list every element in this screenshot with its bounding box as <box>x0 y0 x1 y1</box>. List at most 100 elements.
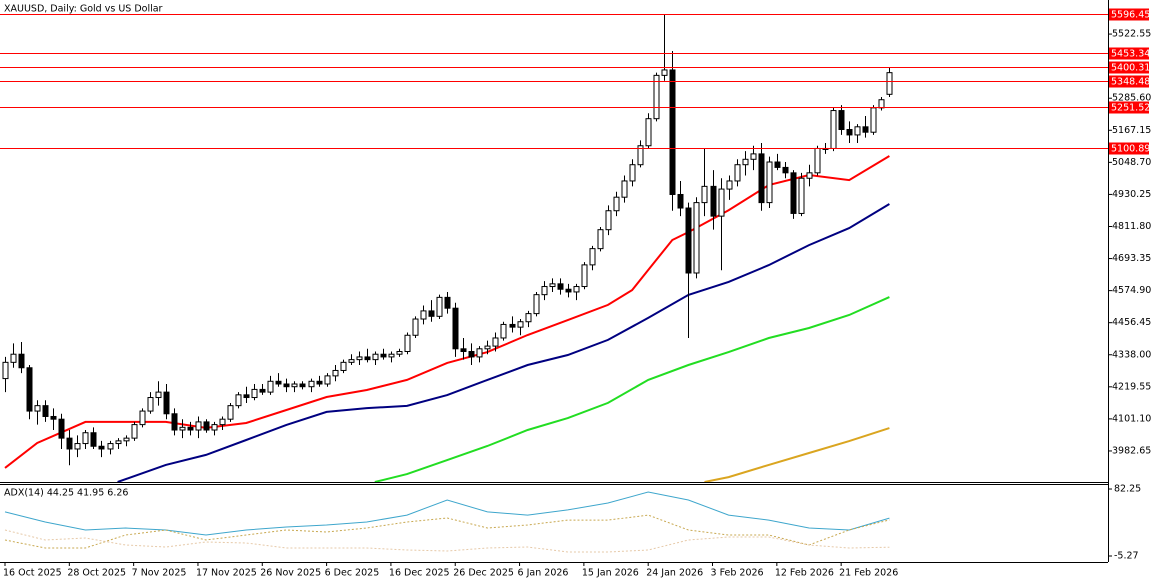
candle-body <box>846 129 853 136</box>
candle-body <box>710 185 717 217</box>
price-pane <box>0 14 1108 482</box>
candle-body <box>468 351 475 358</box>
y-tick-label: 4811.80 <box>1112 221 1151 232</box>
candle-body <box>299 383 306 388</box>
candle-body <box>806 172 813 179</box>
candle-body <box>332 369 339 377</box>
candle-body <box>669 69 676 195</box>
candle-body <box>500 323 507 339</box>
y-tick-label: 4338.00 <box>1112 349 1151 360</box>
candle-body <box>605 210 612 231</box>
candle-body <box>782 166 789 174</box>
candle-body <box>460 348 467 353</box>
y-tick-label: 5522.55 <box>1112 29 1151 40</box>
candle-body <box>243 394 250 399</box>
candle-body <box>388 353 395 358</box>
candle-body <box>726 180 733 190</box>
x-tick-label: 12 Feb 2026 <box>775 568 834 579</box>
candle-body <box>291 383 298 388</box>
candle-body <box>308 380 315 388</box>
candle-body <box>163 391 170 415</box>
candle-body <box>701 185 708 204</box>
candle-body <box>316 380 323 385</box>
candle-body <box>123 437 130 442</box>
candle-body <box>533 294 540 315</box>
candle-body <box>629 164 636 182</box>
candle-body <box>870 107 877 133</box>
candle-body <box>58 418 65 439</box>
y-tick-label: 5048.70 <box>1112 157 1151 168</box>
candle-body <box>854 126 861 136</box>
candle-body <box>420 310 427 320</box>
chart-title: XAUUSD, Daily: Gold vs US Dollar <box>4 4 163 15</box>
candle-body <box>830 110 837 149</box>
candle-body <box>557 283 564 290</box>
candle-body <box>677 193 684 209</box>
x-tick-label: 15 Jan 2026 <box>582 568 639 579</box>
candle-body <box>509 323 516 328</box>
candle-body <box>693 202 700 274</box>
candle-body <box>685 207 692 274</box>
candle-body <box>74 443 81 450</box>
candle-body <box>476 348 483 358</box>
candle-body <box>50 415 57 420</box>
candle-body <box>179 426 186 431</box>
candle-body <box>187 426 194 431</box>
candle-body <box>18 353 25 369</box>
moving-average <box>374 296 890 482</box>
x-tick-label: 21 Feb 2026 <box>839 568 898 579</box>
x-tick-label: 3 Feb 2026 <box>711 568 764 579</box>
moving-average <box>117 203 890 482</box>
y-tick-label: 4101.10 <box>1112 413 1151 424</box>
candle-body <box>428 310 435 317</box>
candle-body <box>90 432 97 447</box>
candle-body <box>734 164 741 182</box>
level-label: 5596.45 <box>1111 10 1150 21</box>
candle-body <box>436 296 443 317</box>
candle-body <box>862 126 869 133</box>
candle-body <box>525 313 532 323</box>
x-tick-label: 28 Oct 2025 <box>67 568 126 579</box>
candle-body <box>750 153 757 160</box>
x-tick-label: 6 Dec 2025 <box>325 568 380 579</box>
candle-body <box>211 424 218 431</box>
level-label-box <box>1109 75 1149 88</box>
candle-body <box>356 356 363 361</box>
candle-body <box>396 351 403 355</box>
candle-body <box>790 172 797 214</box>
candle-body <box>324 375 331 385</box>
level-label: 5251.52 <box>1111 103 1150 114</box>
candle-body <box>235 394 242 407</box>
y-tick-label: 4574.90 <box>1112 285 1151 296</box>
y-tick-label: 4219.55 <box>1112 381 1151 392</box>
candle-body <box>131 424 138 439</box>
candle-body <box>283 383 290 388</box>
moving-average <box>704 427 890 482</box>
candle-body <box>107 443 114 450</box>
candle-body <box>573 286 580 293</box>
candle-body <box>275 380 282 385</box>
candle-body <box>838 110 845 131</box>
x-tick-label: 26 Dec 2025 <box>453 568 514 579</box>
y-tick-label: 4930.25 <box>1112 189 1151 200</box>
candle-body <box>2 361 9 380</box>
candle-body <box>645 118 652 147</box>
candle-body <box>798 177 805 214</box>
candle-body <box>340 361 347 371</box>
candle-body <box>444 296 451 309</box>
candle-body <box>66 437 73 450</box>
candle-body <box>517 321 524 328</box>
level-label: 5453.34 <box>1111 49 1150 60</box>
x-tick-label: 16 Dec 2025 <box>389 568 450 579</box>
candle-body <box>364 356 371 361</box>
x-tick-label: 7 Nov 2025 <box>132 568 187 579</box>
candle-body <box>82 432 89 445</box>
candle-body <box>251 388 258 399</box>
candle-body <box>452 307 459 350</box>
candle-body <box>203 421 210 431</box>
candle-body <box>155 391 162 399</box>
axes: 5522.55 5285.60 5167.15 5048.70 4930.25 4811.… <box>3 8 1151 579</box>
candle-body <box>380 353 387 358</box>
level-label-box <box>1109 61 1149 74</box>
